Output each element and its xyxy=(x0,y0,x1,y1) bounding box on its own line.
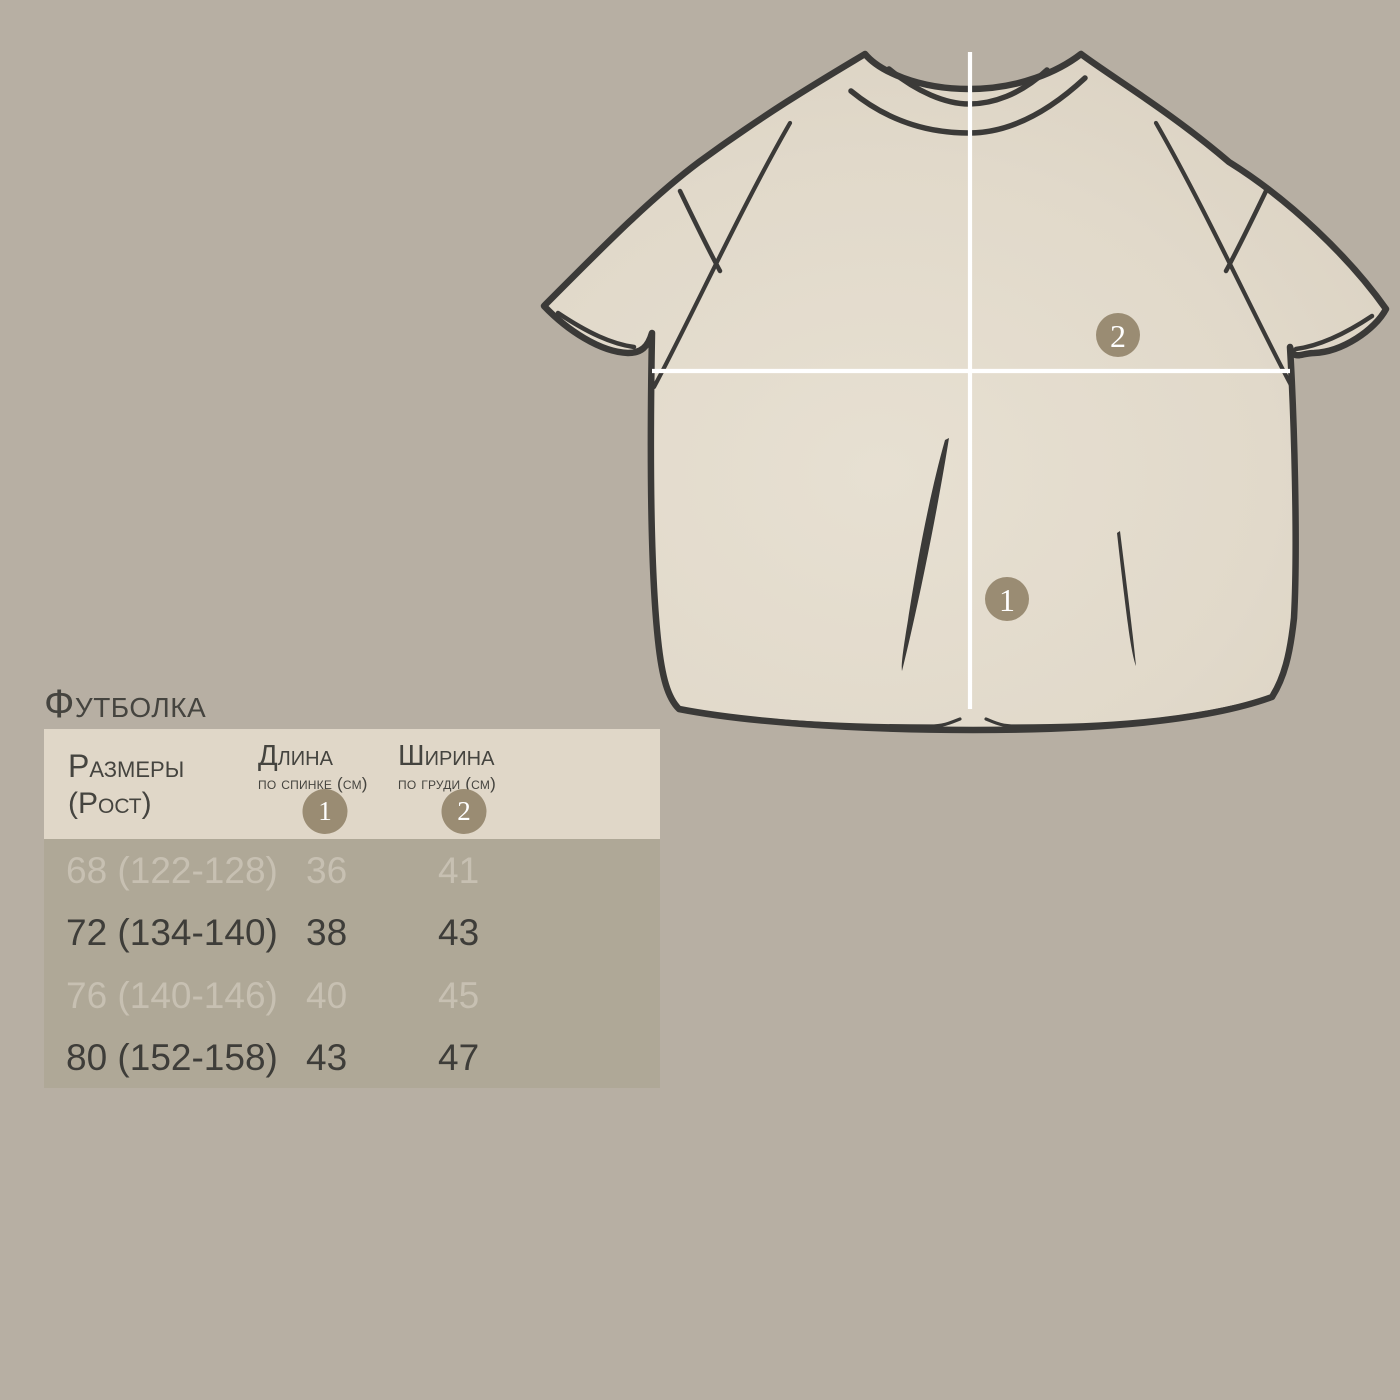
svg-text:2: 2 xyxy=(1110,318,1126,354)
svg-text:1: 1 xyxy=(999,582,1015,618)
